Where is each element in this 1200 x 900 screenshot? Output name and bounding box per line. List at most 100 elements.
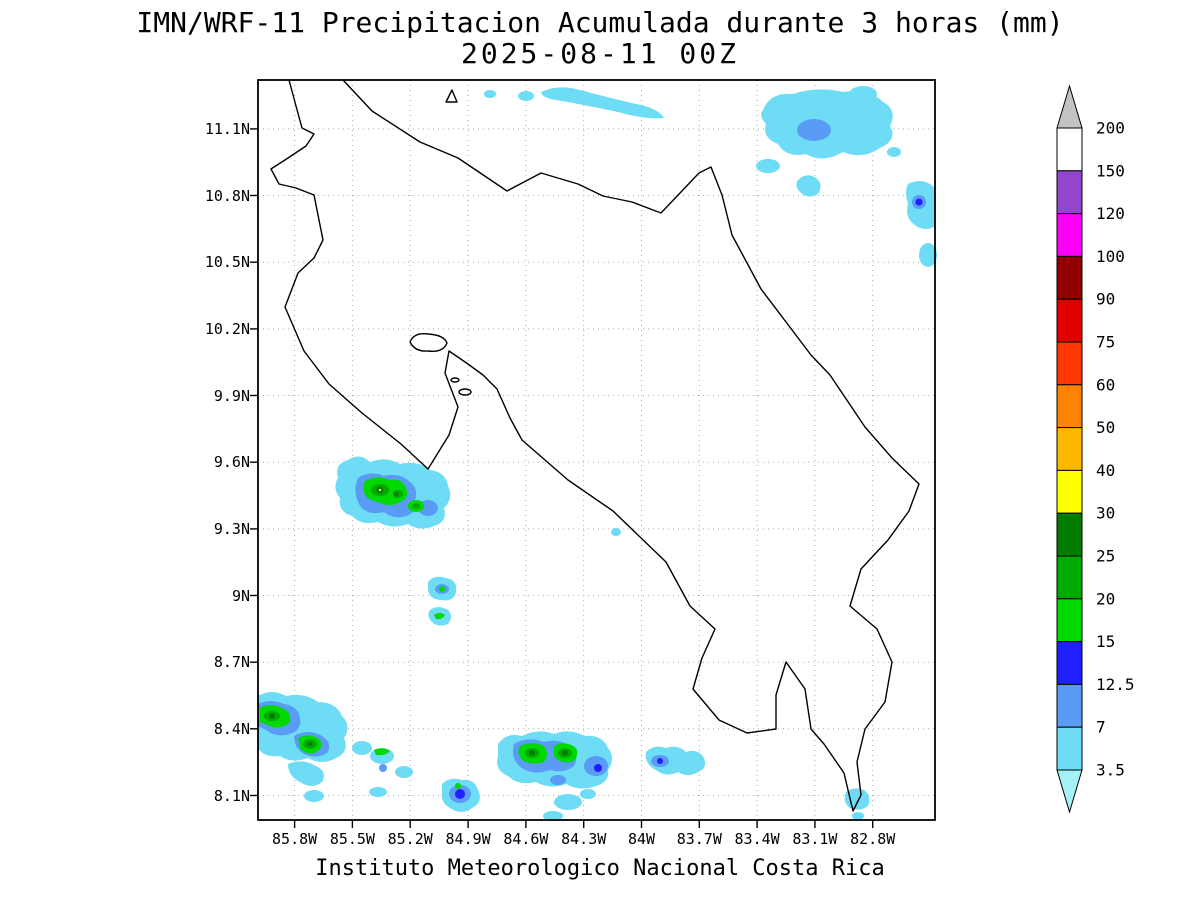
colorbar-boundary-label: 75 (1096, 333, 1115, 352)
precip-shape (455, 789, 465, 799)
x-axis-tick-label: 83.4W (734, 830, 780, 848)
colorbar-segment (1056, 127, 1083, 172)
precip-shape (484, 90, 496, 98)
colorbar-segment (1056, 469, 1083, 514)
precip-shape (379, 764, 387, 772)
precip-shape (645, 746, 706, 775)
precip-shape (369, 787, 387, 797)
colorbar-boundary-label: 90 (1096, 290, 1115, 309)
precip-shape (580, 789, 596, 799)
colorbar-boundary-label: 100 (1096, 247, 1125, 266)
colorbar-segment (1056, 598, 1083, 643)
y-axis-tick-label: 9.3N (213, 519, 250, 538)
y-axis-tick-label: 8.4N (213, 719, 250, 738)
colorbar-segment (1056, 641, 1083, 685)
y-axis-tick-label: 10.8N (204, 186, 250, 205)
precip-shape (304, 790, 324, 802)
valid-time-subtitle: 2025-08-11 00Z (460, 37, 739, 70)
colorbar-segment (1056, 384, 1083, 429)
precip-cell-south-scatter (352, 741, 413, 797)
precip-shape (611, 528, 621, 536)
precip-shape (288, 761, 324, 786)
precip-shape (796, 175, 821, 197)
x-axis-tick-label: 82.8W (850, 830, 896, 848)
grid-layer (258, 80, 935, 820)
x-axis-tick-label: 85.5W (329, 830, 375, 848)
colorbar-segment (1056, 170, 1083, 215)
precip-cell-central-coast (428, 528, 621, 626)
colorbar-boundary-label: 12.5 (1096, 675, 1135, 694)
page-title: IMN/WRF-11 Precipitacion Acumulada duran… (136, 6, 1064, 39)
colorbar-boundary-label: 7 (1096, 718, 1106, 737)
colorbar: 200 150 120 100 90 75 60 50 40 30 25 20 15 12.5 7 3.5 (1056, 84, 1135, 814)
y-axis-tick-label: 11.1N (204, 119, 250, 138)
precip-shape (455, 783, 461, 789)
colorbar-boundary-label: 150 (1096, 161, 1125, 180)
precip-shape (269, 713, 275, 719)
precip-shape (562, 750, 568, 756)
y-axis-tick-label: 8.7N (213, 653, 250, 672)
island-marker (445, 89, 458, 103)
precip-shape (395, 766, 413, 778)
precip-shape (543, 811, 563, 821)
colorbar-arrow-top (1056, 84, 1083, 129)
precip-cell-southwest (258, 692, 348, 802)
precip-cell-golfo-dulce (645, 746, 706, 775)
precip-shape (307, 741, 313, 747)
colorbar-segment (1056, 555, 1083, 600)
precip-shape (550, 775, 566, 785)
precip-cell-south-blue-core (441, 778, 480, 812)
colorbar-boundary-label: 50 (1096, 418, 1115, 437)
y-axis-tick-label: 9N (231, 586, 250, 605)
y-axis-tick-label: 8.1N (213, 786, 250, 805)
precip-shape (887, 147, 901, 157)
precip-shape (594, 764, 602, 772)
y-axis-tick-label: 10.5N (204, 253, 250, 272)
gulf-island (450, 377, 460, 383)
map-background (258, 80, 935, 820)
precip-shape (374, 748, 390, 756)
precip-shape (529, 750, 535, 756)
x-axis-tick-label: 85.8W (272, 830, 318, 848)
precip-shape (919, 243, 937, 267)
x-axis-tick-label: 85.2W (387, 830, 433, 848)
precip-shape (915, 198, 923, 206)
x-axis-tick-label: 84W (627, 830, 656, 848)
colorbar-boundary-label: 3.5 (1096, 761, 1125, 780)
map-plot (250, 79, 937, 828)
precip-cell-nicoya (335, 456, 451, 529)
precip-shape (541, 87, 664, 119)
basemap-outlines (270, 79, 920, 812)
gulf-island (458, 388, 472, 396)
precip-shape (756, 159, 780, 173)
precip-cells (258, 86, 937, 821)
x-axis-tick-label: 83.1W (792, 830, 838, 848)
precip-shape (518, 91, 534, 101)
precip-shape (554, 794, 582, 810)
precip-shape (657, 758, 663, 764)
y-axis-tick-label: 9.6N (213, 453, 250, 472)
x-axis-tick-label: 83.7W (676, 830, 722, 848)
precip-cell-bottom-center (543, 789, 596, 821)
colorbar-boundary-label: 200 (1096, 119, 1125, 138)
precip-shape (378, 488, 382, 492)
footer-caption: Instituto Meteorologico Nacional Costa R… (315, 856, 885, 881)
colorbar-segment (1056, 341, 1083, 386)
precip-shape (412, 503, 420, 509)
precip-cell-south-central (497, 731, 612, 789)
x-axis-tick-label: 84.3W (561, 830, 607, 848)
colorbar-arrow-bottom (1056, 769, 1083, 814)
precip-cell-north-border (484, 87, 664, 119)
colorbar-segment (1056, 683, 1083, 728)
colorbar-boundary-label: 20 (1096, 589, 1115, 608)
map-frame (257, 79, 936, 821)
precip-shape (439, 586, 445, 592)
x-axis-tick-label: 84.6W (503, 830, 549, 848)
x-axis-tick-label: 84.9W (445, 830, 491, 848)
colorbar-boundary-label: 120 (1096, 204, 1125, 223)
precip-shape (434, 613, 445, 620)
y-axis-tick-label: 10.2N (204, 319, 250, 338)
coastline-and-borders (270, 79, 920, 812)
